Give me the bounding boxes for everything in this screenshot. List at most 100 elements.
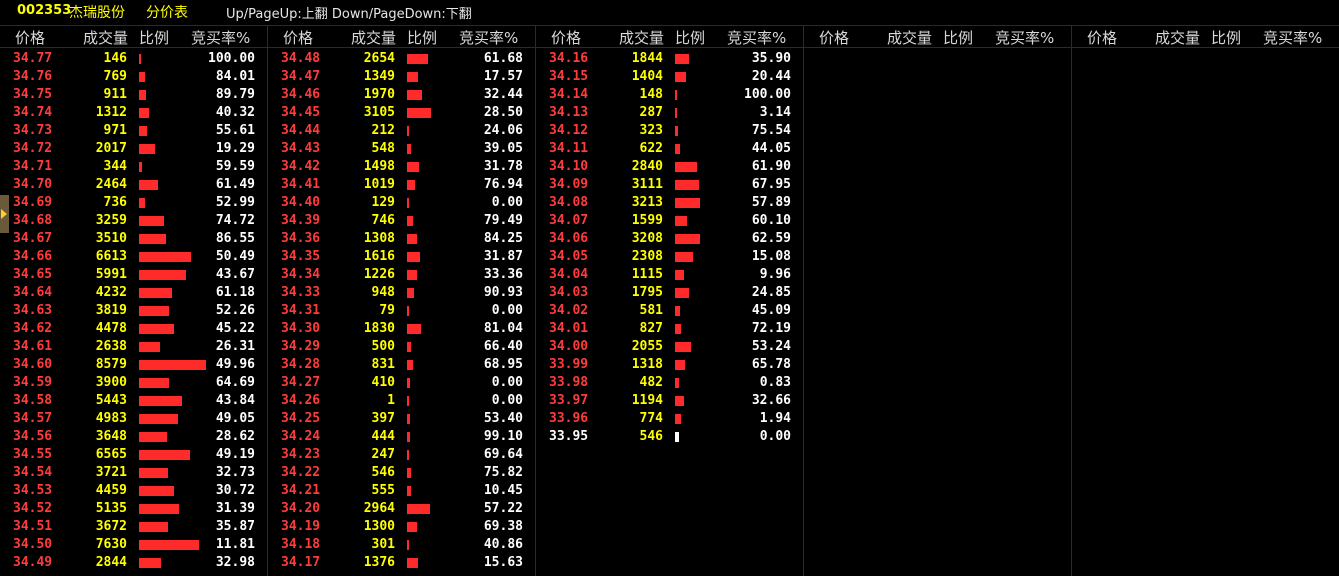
ratio-bar: [675, 252, 693, 262]
ratio-bar: [407, 54, 428, 64]
table-row[interactable]: 34.74 1312 40.32: [0, 104, 267, 122]
table-row[interactable]: 34.00 2055 53.24: [536, 338, 803, 356]
table-row[interactable]: 34.66 6613 50.49: [0, 248, 267, 266]
table-row[interactable]: 34.20 2964 57.22: [268, 500, 535, 518]
table-row[interactable]: 34.73 971 55.61: [0, 122, 267, 140]
table-row[interactable]: 34.03 1795 24.85: [536, 284, 803, 302]
table-row[interactable]: 34.58 5443 43.84: [0, 392, 267, 410]
volume-cell: 4232: [95, 285, 127, 300]
table-row[interactable]: 34.61 2638 26.31: [0, 338, 267, 356]
table-row[interactable]: 34.31 79 0.00: [268, 302, 535, 320]
table-row[interactable]: 34.76 769 84.01: [0, 68, 267, 86]
table-row[interactable]: 34.06 3208 62.59: [536, 230, 803, 248]
bid-rate-cell: 15.63: [483, 555, 523, 570]
table-row[interactable]: 34.23 247 69.64: [268, 446, 535, 464]
table-row[interactable]: 34.46 1970 32.44: [268, 86, 535, 104]
table-row[interactable]: 34.40 129 0.00: [268, 194, 535, 212]
table-row[interactable]: 34.35 1616 31.87: [268, 248, 535, 266]
price-cell: 34.11: [549, 141, 589, 156]
table-row[interactable]: 34.11 622 44.05: [536, 140, 803, 158]
table-row[interactable]: 33.97 1194 32.66: [536, 392, 803, 410]
header-volume: 成交量: [887, 29, 933, 47]
table-row[interactable]: 34.53 4459 30.72: [0, 482, 267, 500]
volume-cell: 736: [103, 195, 127, 210]
table-row[interactable]: 34.72 2017 19.29: [0, 140, 267, 158]
table-row[interactable]: 33.98 482 0.83: [536, 374, 803, 392]
table-row[interactable]: 34.18 301 40.86: [268, 536, 535, 554]
table-row[interactable]: 34.59 3900 64.69: [0, 374, 267, 392]
table-row[interactable]: 34.34 1226 33.36: [268, 266, 535, 284]
table-row[interactable]: 34.71 344 59.59: [0, 158, 267, 176]
table-row[interactable]: 34.24 444 99.10: [268, 428, 535, 446]
table-row[interactable]: 34.02 581 45.09: [536, 302, 803, 320]
table-row[interactable]: 34.47 1349 17.57: [268, 68, 535, 86]
table-row[interactable]: 34.64 4232 61.18: [0, 284, 267, 302]
ratio-bar: [675, 180, 699, 190]
table-row[interactable]: 34.01 827 72.19: [536, 320, 803, 338]
price-cell: 34.65: [13, 267, 53, 282]
table-row[interactable]: 34.50 7630 11.81: [0, 536, 267, 554]
table-row[interactable]: 34.05 2308 15.08: [536, 248, 803, 266]
table-row[interactable]: 34.17 1376 15.63: [268, 554, 535, 572]
table-row[interactable]: 34.33 948 90.93: [268, 284, 535, 302]
table-row[interactable]: 34.43 548 39.05: [268, 140, 535, 158]
table-row[interactable]: 34.44 212 24.06: [268, 122, 535, 140]
table-row[interactable]: 34.57 4983 49.05: [0, 410, 267, 428]
price-cell: 34.06: [549, 231, 589, 246]
table-row[interactable]: 34.08 3213 57.89: [536, 194, 803, 212]
table-row[interactable]: 34.42 1498 31.78: [268, 158, 535, 176]
table-row[interactable]: 34.70 2464 61.49: [0, 176, 267, 194]
table-row[interactable]: 34.54 3721 32.73: [0, 464, 267, 482]
table-row[interactable]: 34.60 8579 49.96: [0, 356, 267, 374]
volume-cell: 774: [639, 411, 663, 426]
table-row[interactable]: 34.68 3259 74.72: [0, 212, 267, 230]
table-row[interactable]: 34.07 1599 60.10: [536, 212, 803, 230]
table-row[interactable]: 34.56 3648 28.62: [0, 428, 267, 446]
price-cell: 34.36: [281, 231, 321, 246]
table-row[interactable]: 34.14 148 100.00: [536, 86, 803, 104]
table-row[interactable]: 33.95 546 0.00: [536, 428, 803, 446]
table-row[interactable]: 34.69 736 52.99: [0, 194, 267, 212]
price-cell: 34.50: [13, 537, 53, 552]
table-row[interactable]: 33.96 774 1.94: [536, 410, 803, 428]
table-row[interactable]: 34.21 555 10.45: [268, 482, 535, 500]
table-row[interactable]: 34.63 3819 52.26: [0, 302, 267, 320]
table-row[interactable]: 34.62 4478 45.22: [0, 320, 267, 338]
table-row[interactable]: 34.49 2844 32.98: [0, 554, 267, 572]
table-row[interactable]: 34.36 1308 84.25: [268, 230, 535, 248]
price-cell: 34.41: [281, 177, 321, 192]
table-row[interactable]: 34.41 1019 76.94: [268, 176, 535, 194]
ratio-bar: [407, 378, 410, 388]
table-row[interactable]: 34.52 5135 31.39: [0, 500, 267, 518]
table-row[interactable]: 34.10 2840 61.90: [536, 158, 803, 176]
table-row[interactable]: 34.65 5991 43.67: [0, 266, 267, 284]
volume-cell: 4478: [95, 321, 127, 336]
ratio-bar: [139, 540, 199, 550]
table-row[interactable]: 33.99 1318 65.78: [536, 356, 803, 374]
table-row[interactable]: 34.15 1404 20.44: [536, 68, 803, 86]
table-row[interactable]: 34.13 287 3.14: [536, 104, 803, 122]
table-row[interactable]: 34.27 410 0.00: [268, 374, 535, 392]
side-panel-toggle[interactable]: [0, 195, 9, 233]
table-row[interactable]: 34.30 1830 81.04: [268, 320, 535, 338]
table-row[interactable]: 34.39 746 79.49: [268, 212, 535, 230]
table-row[interactable]: 34.77 146 100.00: [0, 50, 267, 68]
table-row[interactable]: 34.26 1 0.00: [268, 392, 535, 410]
table-row[interactable]: 34.55 6565 49.19: [0, 446, 267, 464]
ratio-bar: [407, 270, 417, 280]
table-row[interactable]: 34.12 323 75.54: [536, 122, 803, 140]
table-row[interactable]: 34.29 500 66.40: [268, 338, 535, 356]
price-cell: 34.16: [549, 51, 589, 66]
table-row[interactable]: 34.25 397 53.40: [268, 410, 535, 428]
table-row[interactable]: 34.75 911 89.79: [0, 86, 267, 104]
table-row[interactable]: 34.04 1115 9.96: [536, 266, 803, 284]
table-row[interactable]: 34.48 2654 61.68: [268, 50, 535, 68]
table-row[interactable]: 34.16 1844 35.90: [536, 50, 803, 68]
table-row[interactable]: 34.09 3111 67.95: [536, 176, 803, 194]
table-row[interactable]: 34.19 1300 69.38: [268, 518, 535, 536]
table-row[interactable]: 34.67 3510 86.55: [0, 230, 267, 248]
table-row[interactable]: 34.51 3672 35.87: [0, 518, 267, 536]
table-row[interactable]: 34.45 3105 28.50: [268, 104, 535, 122]
table-row[interactable]: 34.22 546 75.82: [268, 464, 535, 482]
table-row[interactable]: 34.28 831 68.95: [268, 356, 535, 374]
